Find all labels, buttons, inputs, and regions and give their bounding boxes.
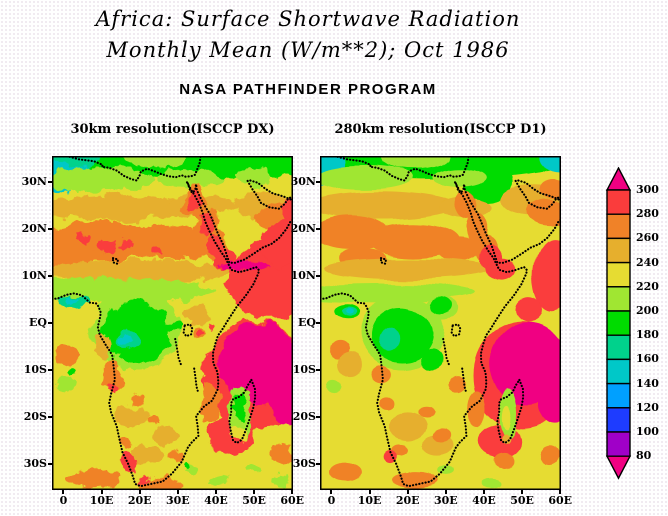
x-tick-label: 30E — [165, 494, 190, 507]
y-tick-label: 10N — [290, 268, 316, 282]
x-tick-label: 0 — [327, 494, 336, 507]
program-title: NASA PATHFINDER PROGRAM — [179, 81, 437, 98]
x-tick — [482, 490, 485, 494]
x-tick-label: 50E — [242, 494, 266, 507]
y-tick — [48, 274, 52, 277]
x-tick-label: 20E — [127, 494, 152, 507]
x-tick — [521, 490, 524, 494]
x-tick — [100, 490, 103, 494]
y-tick-label: 20N — [290, 221, 316, 235]
y-tick — [48, 416, 52, 419]
panel-title-d1: 280km resolution(ISCCP D1) — [334, 122, 547, 137]
colorbar-segment — [606, 237, 631, 264]
panel-title-dx: 30km resolution(ISCCP DX) — [70, 122, 275, 137]
colorbar-segment — [606, 286, 631, 312]
colorbar-label: 300 — [636, 183, 659, 196]
coastline-layer — [52, 156, 293, 488]
y-tick-label: 10S — [292, 363, 316, 377]
colorbar-segment — [606, 358, 631, 385]
x-tick — [253, 490, 256, 494]
y-tick-label: EQ — [29, 316, 47, 329]
fill-layer — [320, 156, 561, 490]
fill-layer — [52, 156, 293, 490]
y-tick — [316, 274, 320, 277]
colorbar-label: 120 — [636, 400, 659, 414]
x-tick-label: 20E — [395, 494, 420, 507]
colorbar: 300 280 260 240 220 200 180 160 140 120 100 80 — [605, 167, 667, 487]
colorbar-label: 80 — [636, 449, 652, 463]
y-tick-label: 20N — [21, 221, 47, 235]
x-tick — [559, 490, 562, 494]
y-tick — [48, 227, 52, 230]
colorbar-over-arrow — [605, 167, 632, 191]
y-tick — [48, 322, 52, 324]
colorbar-svg — [605, 167, 632, 480]
x-tick — [444, 490, 447, 494]
y-tick-label: 30N — [21, 174, 47, 188]
x-tick — [291, 490, 294, 494]
x-tick-label: 10E — [357, 494, 382, 507]
y-tick — [48, 463, 52, 466]
map-panel-d1 — [320, 156, 561, 490]
x-tick — [62, 490, 65, 494]
x-tick — [406, 490, 409, 494]
y-tick — [316, 180, 320, 183]
colorbar-label: 280 — [636, 207, 659, 221]
y-tick — [316, 416, 320, 419]
y-tick-label: 30N — [290, 174, 316, 188]
x-tick — [214, 490, 217, 494]
figure-title-line2: Monthly Mean (W/m**2); Oct 1986 — [106, 38, 510, 62]
colorbar-label: 260 — [636, 231, 659, 245]
coastline-layer — [320, 156, 561, 488]
y-tick-label: 30S — [292, 457, 316, 471]
map-dx-svg — [52, 156, 293, 490]
x-tick-label: 40E — [472, 494, 496, 507]
colorbar-segment — [606, 310, 631, 336]
x-tick — [176, 490, 179, 494]
map-panel-dx — [52, 156, 293, 490]
y-tick-label: 20S — [292, 410, 316, 424]
y-tick — [48, 369, 52, 372]
y-tick-label: 10S — [23, 363, 47, 377]
x-tick-label: 60E — [280, 494, 305, 507]
colorbar-segment — [606, 382, 631, 409]
y-tick — [316, 463, 320, 466]
colorbar-label: 240 — [636, 255, 659, 269]
figure-title-line1: Africa: Surface Shortwave Radiation — [95, 7, 521, 31]
x-tick — [368, 490, 371, 494]
colorbar-segment — [606, 407, 631, 433]
x-tick-label: 60E — [548, 494, 573, 507]
colorbar-label: 200 — [636, 304, 659, 317]
x-tick-label: 10E — [89, 494, 114, 507]
y-tick-label: 10N — [21, 268, 47, 282]
y-tick-label: EQ — [298, 316, 316, 329]
x-tick-label: 40E — [204, 494, 228, 507]
y-tick — [48, 180, 52, 183]
map-d1-svg — [320, 156, 561, 490]
colorbar-label: 180 — [636, 328, 659, 342]
y-tick-label: 30S — [23, 457, 47, 471]
colorbar-label: 220 — [636, 279, 659, 293]
y-tick — [316, 322, 320, 324]
colorbar-segment — [606, 213, 631, 240]
x-tick — [138, 490, 141, 494]
x-tick-label: 0 — [59, 494, 68, 507]
y-tick — [316, 227, 320, 230]
x-tick — [330, 490, 333, 494]
colorbar-segment — [606, 334, 631, 361]
y-tick — [316, 369, 320, 372]
x-tick-label: 30E — [433, 494, 458, 507]
colorbar-label: 160 — [636, 352, 659, 366]
colorbar-label: 100 — [636, 425, 659, 438]
colorbar-label: 140 — [636, 376, 659, 390]
colorbar-under-arrow — [605, 455, 632, 480]
x-tick-label: 50E — [510, 494, 534, 507]
y-tick-label: 20S — [23, 410, 47, 424]
colorbar-segment — [606, 189, 631, 215]
colorbar-segment — [606, 431, 631, 457]
colorbar-segment — [606, 261, 631, 288]
